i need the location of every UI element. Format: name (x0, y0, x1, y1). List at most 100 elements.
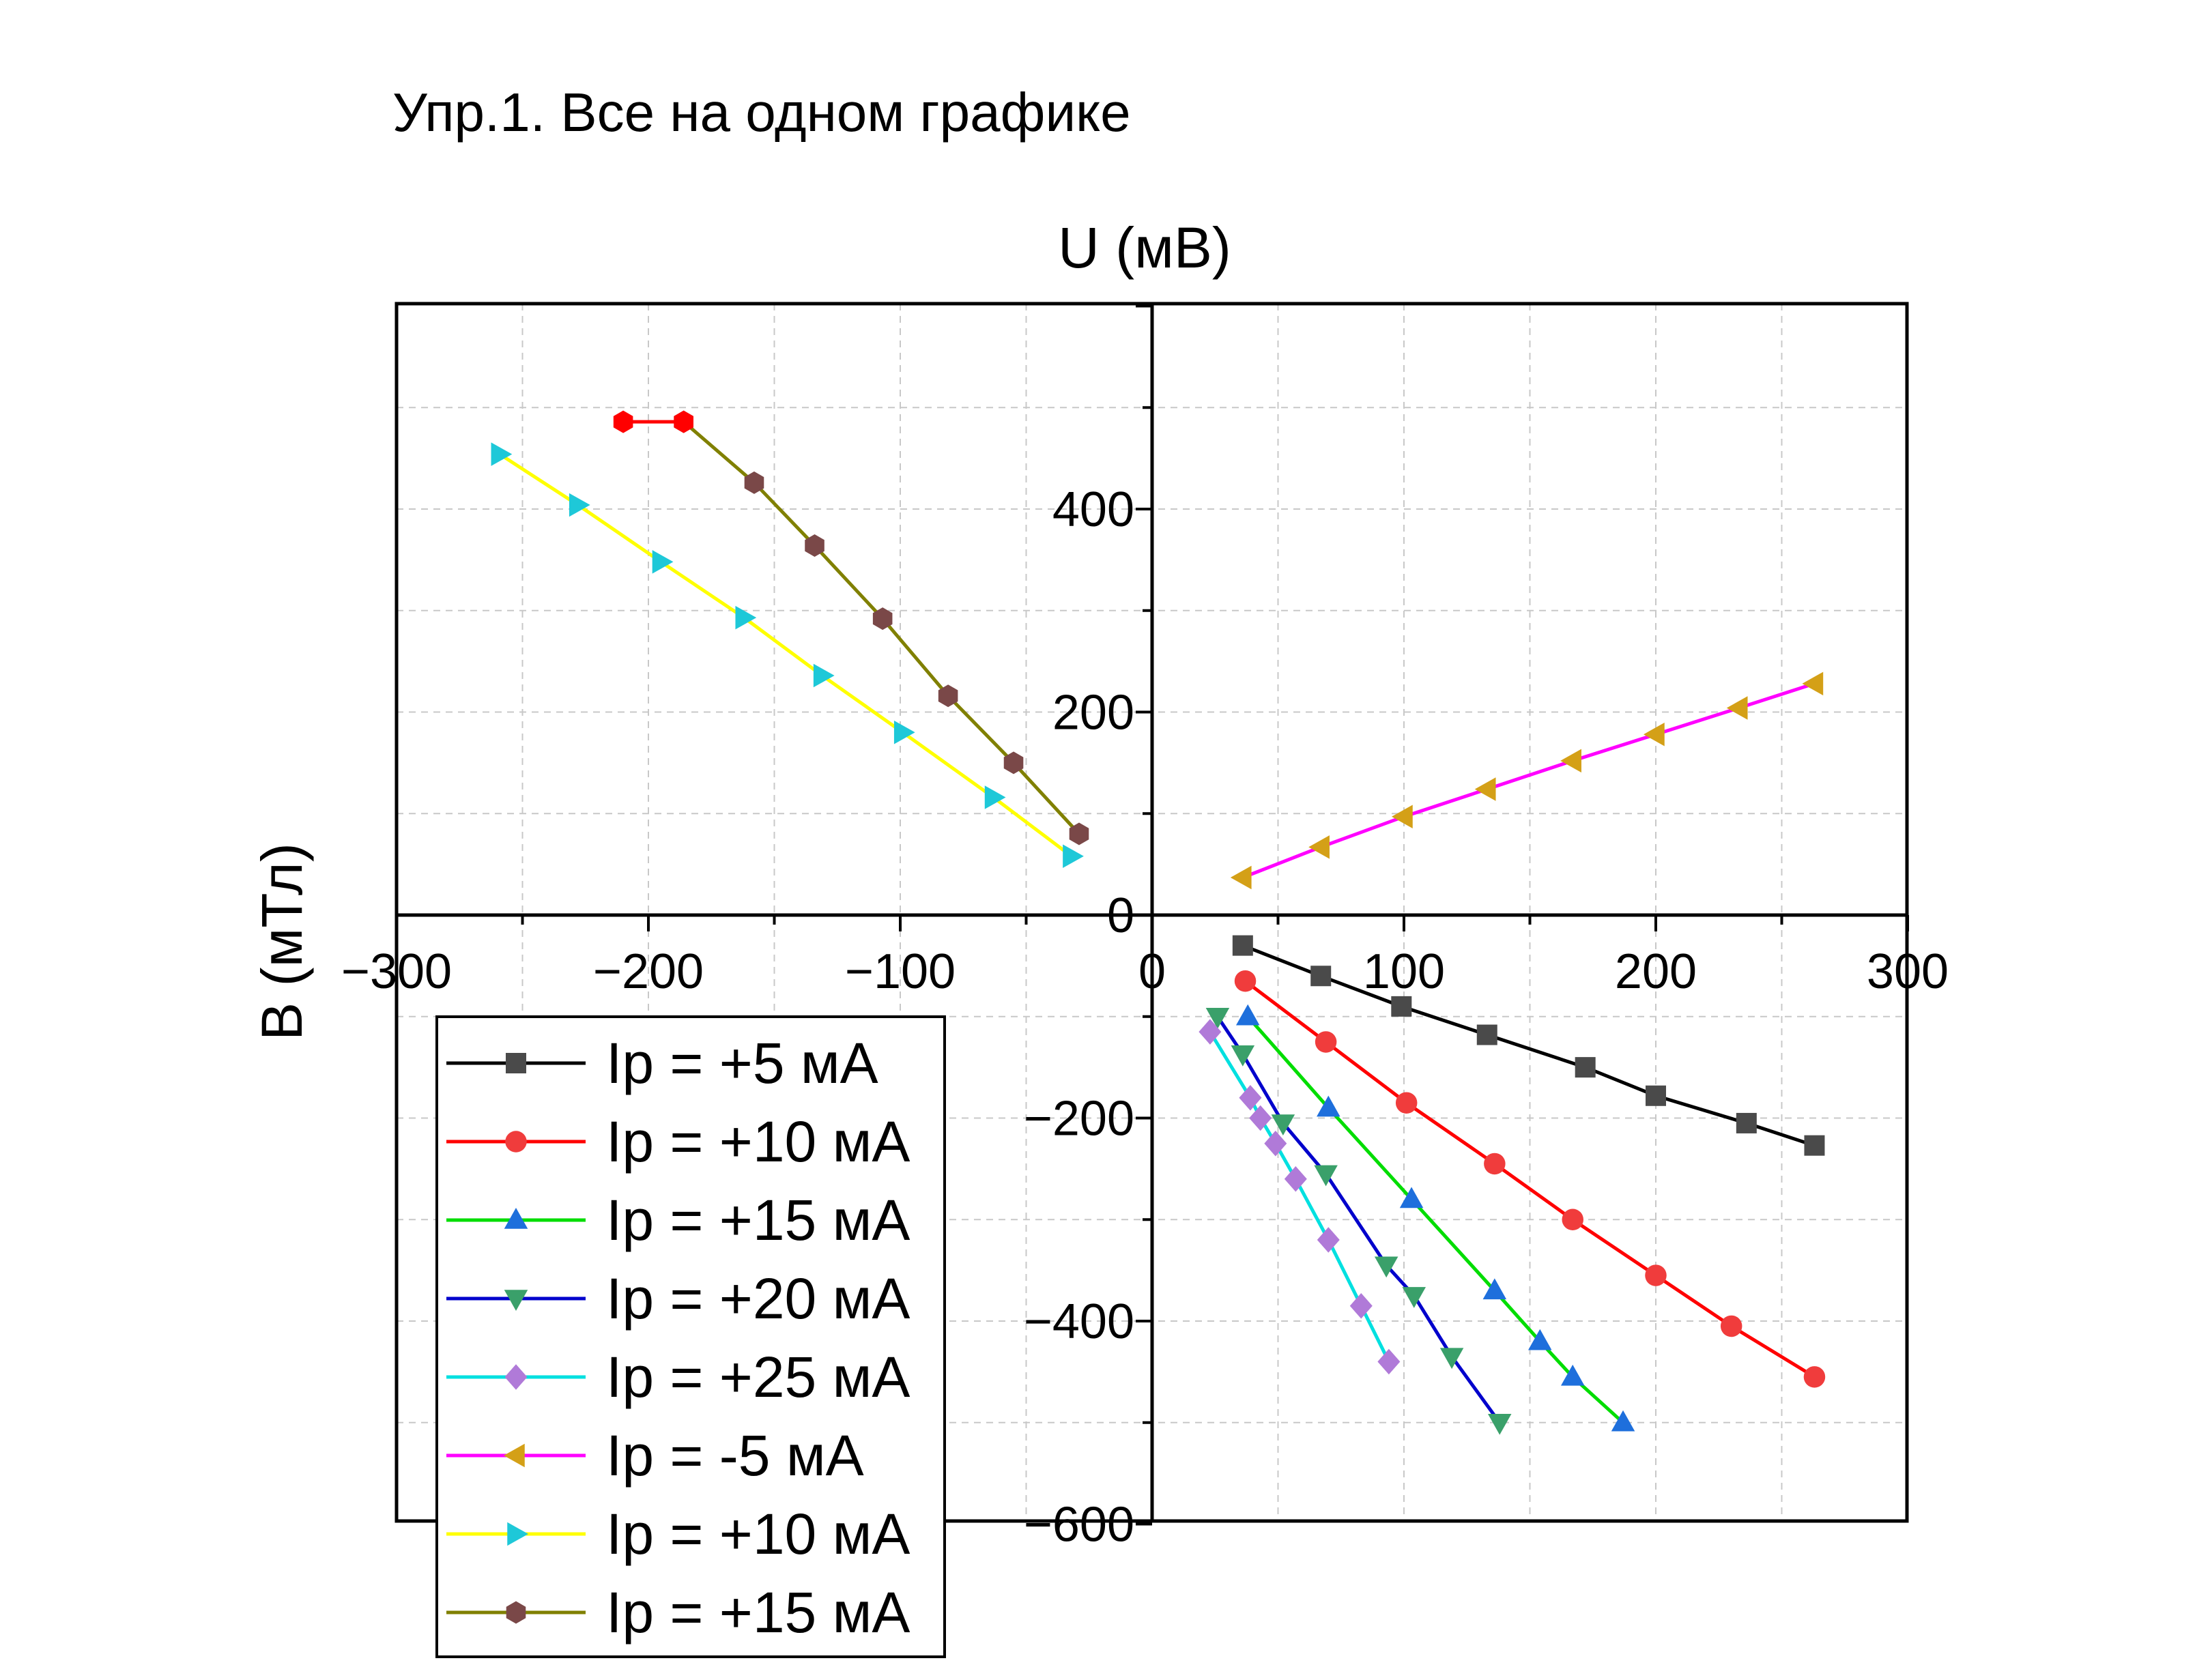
data-point (1528, 1329, 1552, 1350)
data-point (1646, 1085, 1666, 1106)
data-point (613, 410, 633, 433)
data-point (938, 684, 958, 708)
data-point (1349, 1292, 1373, 1319)
data-point (1063, 844, 1084, 868)
series-line (1216, 1015, 1502, 1424)
data-point (1239, 1085, 1262, 1111)
legend-marker (504, 1290, 528, 1311)
series-line (1242, 682, 1816, 880)
y-tick-label: 400 (1052, 482, 1134, 537)
data-point (984, 785, 1006, 809)
legend-item: Ip = +15 мА (446, 1188, 910, 1252)
x-tick-label: −200 (593, 944, 704, 999)
data-point (1317, 1227, 1340, 1253)
data-point (735, 605, 757, 630)
legend-marker (506, 1601, 526, 1624)
y-tick-label: 200 (1052, 686, 1134, 740)
data-point (1804, 1135, 1825, 1156)
series-1 (1232, 935, 1825, 1156)
data-point (1284, 1166, 1307, 1192)
y-tick-label: −400 (1024, 1294, 1134, 1349)
legend-label: Ip = +15 мА (606, 1580, 910, 1645)
chart-title: Упр.1. Все на одном графике (392, 82, 1131, 143)
data-point (1476, 1024, 1497, 1045)
legend-label: Ip = +20 мА (606, 1266, 910, 1331)
data-point (1611, 1410, 1635, 1432)
legend-item: Ip = +15 мА (446, 1580, 910, 1645)
data-point (1377, 1348, 1401, 1375)
series-line (1244, 979, 1816, 1378)
data-point (1317, 1095, 1340, 1117)
series-2 (1234, 970, 1826, 1388)
legend-item: Ip = +25 мА (446, 1345, 910, 1409)
data-point (1562, 1208, 1583, 1230)
data-point (1003, 751, 1024, 774)
data-point (569, 493, 590, 517)
data-point (1560, 1364, 1585, 1386)
legend-item: Ip = +10 мА (446, 1502, 910, 1566)
y-axis-label: B (мТл) (250, 843, 314, 1041)
data-point (1310, 966, 1332, 987)
x-tick-label: 200 (1615, 944, 1697, 999)
legend-marker (506, 1053, 526, 1073)
data-point (1484, 1153, 1506, 1175)
series-7 (491, 442, 1084, 868)
data-point (1392, 805, 1413, 828)
data-point (893, 721, 915, 744)
legend-marker (504, 1208, 528, 1229)
data-point (1235, 1004, 1260, 1026)
data-point (1199, 1019, 1222, 1045)
data-point (1487, 1414, 1512, 1435)
data-point (744, 471, 764, 494)
legend-item: Ip = +10 мА (446, 1110, 910, 1174)
legend-marker (504, 1364, 528, 1390)
y-tick-label: 0 (1107, 888, 1134, 943)
data-point (1803, 1366, 1826, 1388)
series-line (498, 452, 1073, 858)
legend-label: Ip = +10 мА (606, 1110, 910, 1174)
data-point (1399, 1187, 1424, 1208)
data-point (674, 410, 693, 433)
x-tick-label: 300 (1867, 944, 1949, 999)
data-point (1720, 1315, 1742, 1337)
data-point (1575, 1057, 1596, 1078)
data-point (1374, 1256, 1398, 1278)
series-3 (1235, 1004, 1635, 1432)
data-point (1264, 1130, 1287, 1157)
data-point (1308, 835, 1330, 859)
legend-item: Ip = +20 мА (446, 1266, 910, 1331)
data-point (1395, 1092, 1418, 1114)
data-point (1069, 822, 1089, 845)
data-point (1391, 996, 1412, 1017)
x-tick-label: 0 (1138, 944, 1166, 999)
legend-box (435, 1015, 946, 1658)
legend-label: Ip = +25 мА (606, 1345, 910, 1409)
legend-marker (507, 1522, 528, 1546)
data-point (1234, 970, 1257, 992)
legend-label: Ip = -5 мА (606, 1423, 864, 1488)
x-tick-label: −100 (845, 944, 956, 999)
data-point (1802, 671, 1824, 696)
data-point (1205, 1008, 1230, 1029)
x-tick-label: −300 (341, 944, 452, 999)
data-point (1560, 749, 1581, 773)
data-point (1726, 696, 1748, 720)
data-point (1402, 1287, 1426, 1308)
legend-label: Ip = +10 мА (606, 1502, 910, 1566)
legend-item: Ip = -5 мА (446, 1423, 864, 1488)
y-tick-label: −600 (1024, 1498, 1134, 1552)
data-point (1249, 1105, 1272, 1131)
legend: Ip = +5 мА Ip = +10 мА Ip = +15 мА Ip = +20… (435, 1015, 946, 1658)
y-tick-label: −200 (1024, 1092, 1134, 1146)
legend-label: Ip = +15 мА (606, 1188, 910, 1252)
data-point (1230, 865, 1252, 890)
data-point (1645, 1264, 1667, 1286)
data-point (1736, 1112, 1757, 1133)
series-line (1242, 944, 1816, 1148)
data-point (1271, 1114, 1295, 1135)
data-point (652, 550, 674, 574)
data-point (872, 607, 893, 631)
x-axis-label: U (мВ) (1058, 216, 1231, 280)
legend-marker (505, 1131, 527, 1153)
